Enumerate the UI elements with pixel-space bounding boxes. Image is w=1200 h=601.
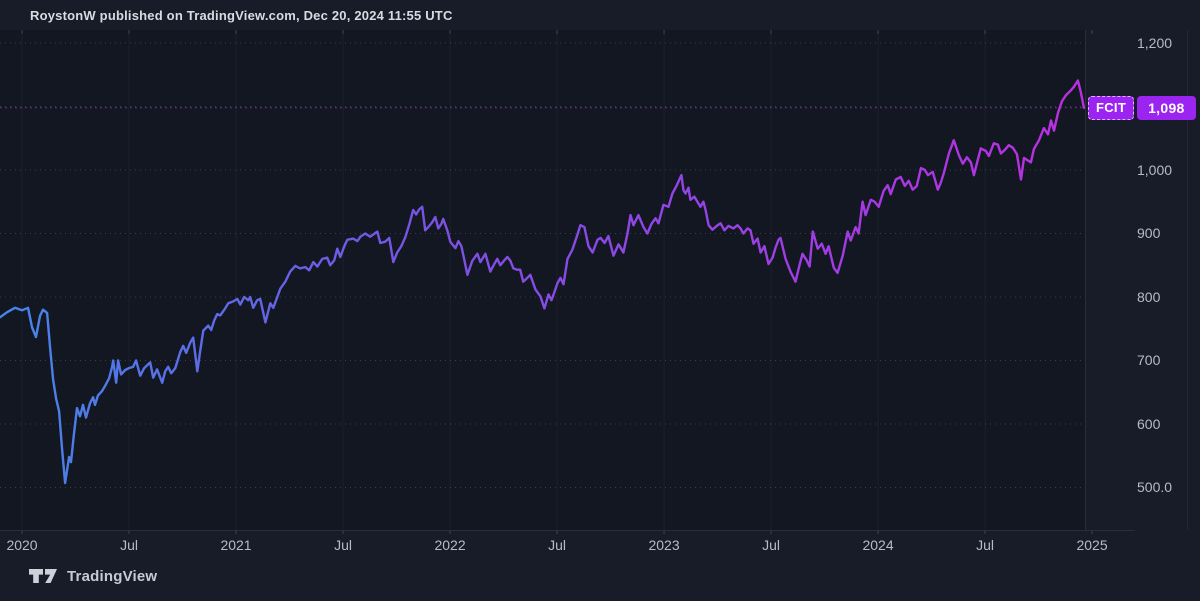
y-axis-label: 1,200 (1137, 35, 1173, 52)
y-axis-label: 500.0 (1137, 479, 1173, 496)
x-axis-label: 2023 (648, 537, 680, 553)
x-axis-label: Jul (334, 537, 352, 553)
x-axis-label: 2022 (434, 537, 466, 553)
x-axis-label: Jul (976, 537, 994, 553)
x-axis-label: Jul (120, 537, 138, 553)
x-axis-label: 2021 (220, 537, 252, 553)
price-series-line[interactable] (0, 79, 1086, 485)
tradingview-attribution[interactable]: TradingView (28, 566, 157, 586)
y-axis-label: 800 (1137, 288, 1161, 305)
tradingview-brand-label: TradingView (67, 567, 158, 585)
tradingview-logo-icon[interactable] (28, 566, 58, 586)
x-axis-label: Jul (762, 537, 780, 553)
x-axis-label: 2020 (6, 537, 38, 553)
price-value-chip: 1,098 (1137, 95, 1196, 120)
plot-background (0, 30, 1085, 530)
y-axis-label: 700 (1137, 352, 1161, 369)
y-axis-label: 1,000 (1137, 162, 1173, 178)
last-price-badge: FCIT 1,098 (1088, 95, 1196, 120)
x-axis-label: Jul (548, 537, 566, 553)
x-axis-label: 2024 (862, 537, 894, 553)
x-axis-label: 2025 (1076, 537, 1108, 553)
publish-attribution: RoystonW published on TradingView.com, D… (30, 8, 453, 23)
price-axis[interactable]: 1,200 1,000 900 800 700 600 500.0 (1085, 30, 1200, 530)
symbol-chip: FCIT (1088, 95, 1135, 120)
time-axis[interactable]: 2020 Jul 2021 Jul 2022 Jul 2023 Jul 2024 Jul 2025 (0, 530, 1200, 558)
y-axis-label: 600 (1137, 415, 1161, 432)
y-axis-label: 900 (1137, 225, 1161, 242)
